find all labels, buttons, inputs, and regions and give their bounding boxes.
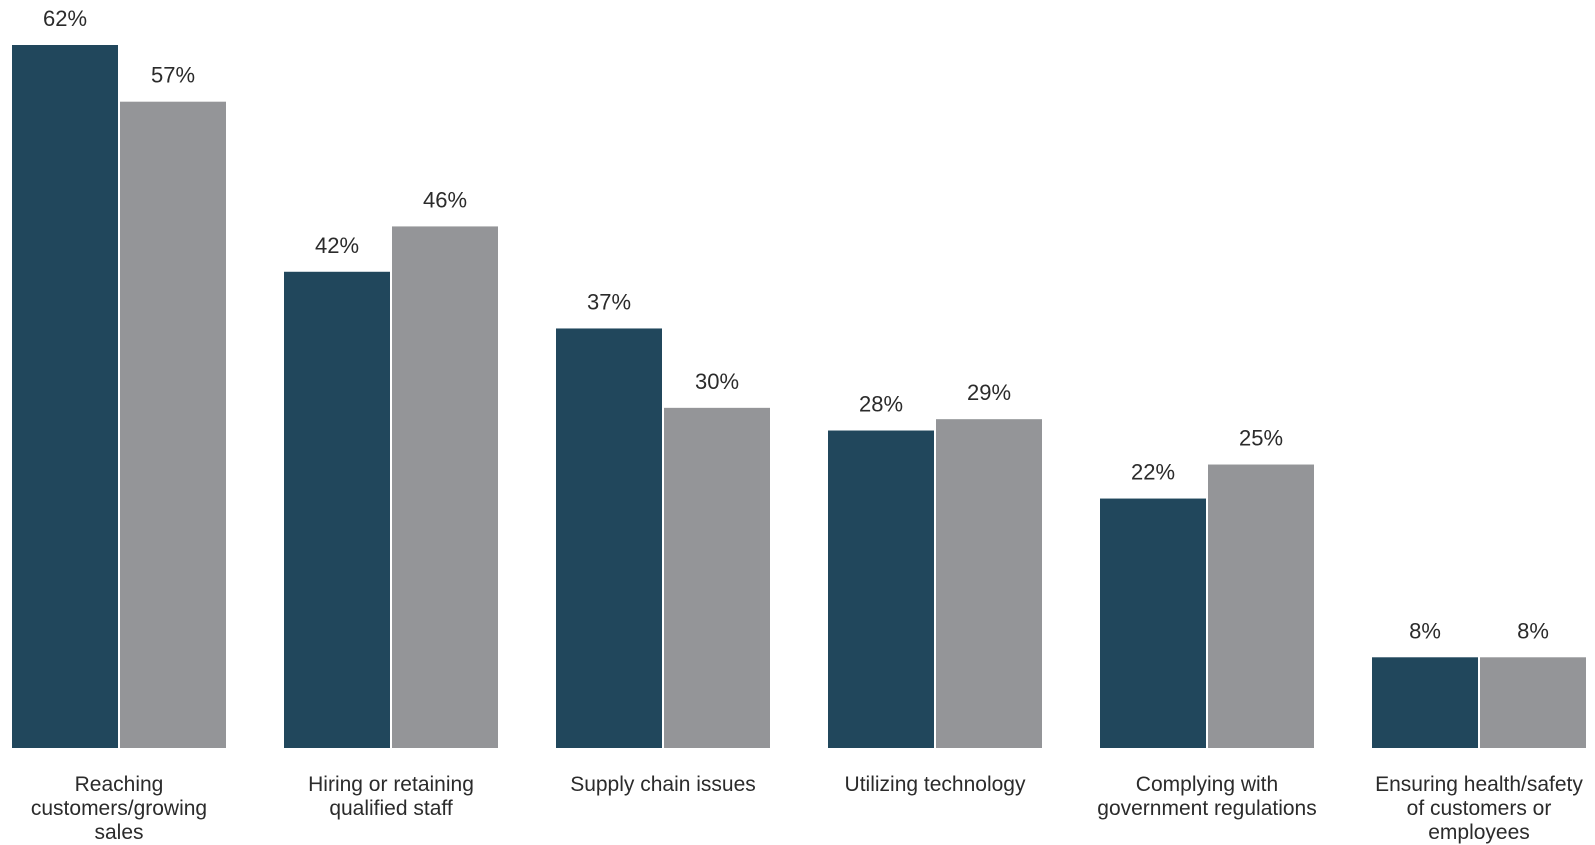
bar-series-1-cat-1 [12, 45, 118, 748]
value-label-series-2-cat-1: 57% [151, 63, 195, 88]
value-label-series-1-cat-1: 62% [43, 6, 87, 31]
value-label-series-1-cat-2: 42% [315, 233, 359, 258]
category-label-line: Complying with [1136, 773, 1278, 796]
category-label-line: Ensuring health/safety [1375, 773, 1583, 796]
category-label-line: Supply chain issues [570, 773, 756, 796]
category-label-2: Hiring or retaining qualified staff [308, 773, 474, 820]
bars-layer [12, 45, 1586, 749]
value-label-series-1-cat-4: 28% [859, 392, 903, 417]
bar-series-2-cat-3 [664, 407, 770, 748]
category-label-line: Utilizing technology [845, 773, 1026, 796]
category-label-line: Reaching [75, 773, 164, 796]
bar-series-1-cat-6 [1372, 657, 1478, 748]
category-label-4: Utilizing technology [845, 773, 1026, 796]
category-label-6: Ensuring health/safety of customers or emp… [1375, 773, 1583, 844]
category-labels-layer: Reaching customers/growing sales Hiring or … [31, 773, 1584, 844]
bar-series-2-cat-5 [1208, 464, 1314, 748]
category-label-line: government regulations [1097, 797, 1316, 820]
value-labels-layer: 62% 57% 42% 46% 37% 30% 28% 29% 22% 25% 8% 8% [43, 6, 1549, 643]
value-label-series-2-cat-3: 30% [695, 369, 739, 394]
bar-series-1-cat-3 [556, 328, 662, 748]
category-label-line: of customers or [1407, 797, 1552, 820]
category-label-line: qualified staff [329, 797, 453, 820]
category-label-line: customers/growing [31, 797, 207, 820]
value-label-series-2-cat-6: 8% [1517, 618, 1549, 643]
bar-series-1-cat-4 [828, 430, 934, 748]
category-label-line: employees [1428, 821, 1530, 844]
bar-series-2-cat-1 [120, 101, 226, 749]
category-label-5: Complying with government regulations [1097, 773, 1316, 820]
bar-series-1-cat-5 [1100, 498, 1206, 748]
value-label-series-1-cat-3: 37% [587, 289, 631, 314]
category-label-line: sales [94, 821, 143, 844]
bar-series-2-cat-4 [936, 419, 1042, 748]
bar-series-2-cat-2 [392, 226, 498, 748]
category-label-1: Reaching customers/growing sales [31, 773, 207, 844]
bar-series-1-cat-2 [284, 271, 390, 748]
category-label-line: Hiring or retaining [308, 773, 474, 796]
bar-series-2-cat-6 [1480, 657, 1586, 748]
value-label-series-2-cat-2: 46% [423, 187, 467, 212]
category-label-3: Supply chain issues [570, 773, 756, 796]
value-label-series-2-cat-5: 25% [1239, 426, 1283, 451]
value-label-series-1-cat-6: 8% [1409, 618, 1441, 643]
value-label-series-1-cat-5: 22% [1131, 460, 1175, 485]
value-label-series-2-cat-4: 29% [967, 380, 1011, 405]
